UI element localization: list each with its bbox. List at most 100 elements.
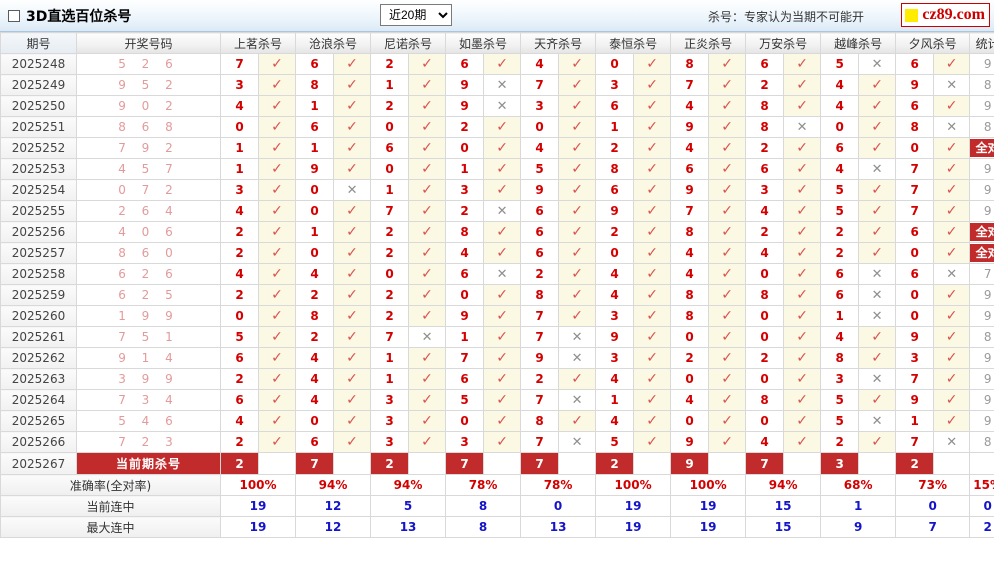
- cell-kill-number-5: 1: [595, 389, 635, 411]
- cell-kill-number-6: 0: [670, 410, 710, 432]
- cell-kill-number-2: 6: [370, 137, 410, 159]
- cell-result-7: ✓: [783, 74, 822, 96]
- cell-result-2: ✓: [408, 116, 447, 138]
- cell-kill-number-7: 4: [745, 242, 785, 264]
- cell-kill-number-9: 9: [895, 389, 935, 411]
- check-icon: ✓: [721, 98, 733, 114]
- site-logo[interactable]: cz89.com: [901, 3, 990, 27]
- cell-result-6: ✓: [708, 158, 747, 180]
- cell-result-0: ✓: [257, 221, 297, 243]
- period-select[interactable]: 近20期近30期近50期近100期: [380, 4, 452, 26]
- cell-issue[interactable]: 2025264: [0, 389, 77, 411]
- cell-current-blank-6: [708, 452, 747, 475]
- table-row: 2025260 1 9 9 0 ✓ 8 ✓ 2 ✓ 9 ✓ 7 ✓ 3 ✓ 8 ✓ 0 ✓ 1 ✕ 0 ✓ 9: [0, 305, 994, 327]
- cell-issue[interactable]: 2025263: [0, 368, 77, 390]
- check-icon: ✓: [871, 119, 883, 135]
- table-row: 2025248 5 2 6 7 ✓ 6 ✓ 2 ✓ 6 ✓ 4 ✓ 0 ✓ 8 ✓ 6 ✓ 5 ✕ 6 ✓ 9: [0, 53, 994, 75]
- cell-result-6: ✓: [708, 305, 747, 327]
- check-icon: ✓: [571, 98, 583, 114]
- cell-kill-number-1: 1: [295, 137, 335, 159]
- table-row: 2025251 8 6 8 0 ✓ 6 ✓ 0 ✓ 2 ✓ 0 ✓ 1 ✓ 9 ✓ 8 ✕ 0 ✓ 8 ✕ 8: [0, 116, 994, 138]
- killnumber-table: 期号 开奖号码 上茗杀号 沧浪杀号 尼诺杀号 如墨杀号 天齐杀号 泰恒杀号 正炎…: [0, 32, 994, 538]
- table-row: 2025249 9 5 2 3 ✓ 8 ✓ 1 ✓ 9 ✕ 7 ✓ 3 ✓ 7 ✓ 2 ✓ 4 ✓ 9 ✕ 8: [0, 74, 994, 96]
- cell-stat: 7: [969, 263, 994, 285]
- check-icon: ✓: [271, 287, 283, 303]
- check-icon: ✓: [796, 245, 808, 261]
- cell-issue[interactable]: 2025249: [0, 74, 77, 96]
- cell-issue[interactable]: 2025260: [0, 305, 77, 327]
- cell-current-blank-8: [858, 452, 897, 475]
- cell-issue[interactable]: 2025265: [0, 410, 77, 432]
- check-icon: ✓: [496, 371, 508, 387]
- check-icon: ✓: [346, 350, 358, 366]
- cell-result-5: ✓: [633, 53, 672, 75]
- cell-result-2: ✓: [408, 284, 447, 306]
- check-icon: ✓: [721, 77, 733, 93]
- cell-result-6: ✓: [708, 137, 747, 159]
- cell-issue[interactable]: 2025248: [0, 53, 77, 75]
- cell-kill-number-5: 1: [595, 116, 635, 138]
- cell-stat: 9: [969, 200, 994, 222]
- cell-kill-number-4: 7: [520, 326, 560, 348]
- period-select-wrapper[interactable]: 近20期近30期近50期近100期: [380, 4, 452, 26]
- cell-result-3: ✓: [483, 389, 522, 411]
- cell-kill-number-6: 0: [670, 326, 710, 348]
- cell-stat: 9: [969, 389, 994, 411]
- check-icon: ✓: [346, 140, 358, 156]
- cell-kill-number-0: 2: [220, 242, 259, 264]
- check-icon: ✓: [496, 224, 508, 240]
- check-icon: ✓: [646, 434, 658, 450]
- accuracy-row-value-8: 68%: [820, 474, 897, 496]
- cell-issue[interactable]: 2025256: [0, 221, 77, 243]
- current-streak-row: 当前连中 19 12 5 8 0 19 19 15 1 0 0: [0, 495, 994, 517]
- cell-kill-number-2: 7: [370, 200, 410, 222]
- check-icon: ✓: [871, 392, 883, 408]
- check-icon: ✓: [346, 266, 358, 282]
- cell-kill-number-7: 8: [745, 389, 785, 411]
- cell-kill-number-1: 4: [295, 368, 335, 390]
- cell-issue[interactable]: 2025253: [0, 158, 77, 180]
- cell-current-stat: [969, 452, 994, 475]
- cell-issue[interactable]: 2025251: [0, 116, 77, 138]
- cell-kill-number-2: 2: [370, 53, 410, 75]
- cell-kill-number-4: 7: [520, 389, 560, 411]
- cell-issue[interactable]: 2025266: [0, 431, 77, 453]
- cell-result-4: ✓: [558, 200, 597, 222]
- cell-kill-number-2: 0: [370, 116, 410, 138]
- cell-issue[interactable]: 2025257: [0, 242, 77, 264]
- cell-draw-number: 6 2 5: [76, 284, 221, 306]
- max-streak-row: 最大连中 19 12 13 8 13 19 19 15 9 7 2: [0, 516, 994, 538]
- check-icon: ✓: [871, 245, 883, 261]
- cell-kill-number-8: 4: [820, 74, 860, 96]
- current-streak-row-label: 当前连中: [0, 495, 221, 517]
- check-icon: ✓: [646, 98, 658, 114]
- cell-kill-number-9: 0: [895, 284, 935, 306]
- cell-result-1: ✓: [333, 326, 372, 348]
- cell-result-9: ✓: [933, 305, 971, 327]
- cell-result-5: ✓: [633, 242, 672, 264]
- cell-issue[interactable]: 2025259: [0, 284, 77, 306]
- cell-issue[interactable]: 2025252: [0, 137, 77, 159]
- cell-issue[interactable]: 2025258: [0, 263, 77, 285]
- check-icon: ✓: [496, 308, 508, 324]
- header-row: 期号 开奖号码 上茗杀号 沧浪杀号 尼诺杀号 如墨杀号 天齐杀号 泰恒杀号 正炎…: [0, 32, 994, 54]
- cell-result-5: ✓: [633, 116, 672, 138]
- cell-kill-number-4: 6: [520, 200, 560, 222]
- cell-issue[interactable]: 2025261: [0, 326, 77, 348]
- cell-kill-number-1: 2: [295, 284, 335, 306]
- cell-issue[interactable]: 2025250: [0, 95, 77, 117]
- check-icon: ✓: [646, 182, 658, 198]
- cell-kill-number-4: 9: [520, 179, 560, 201]
- cell-issue[interactable]: 2025262: [0, 347, 77, 369]
- cell-kill-number-1: 9: [295, 158, 335, 180]
- cell-issue[interactable]: 2025254: [0, 179, 77, 201]
- check-icon: ✓: [496, 161, 508, 177]
- cell-result-8: ✕: [858, 284, 897, 306]
- col-expert-3: 如墨杀号: [445, 32, 522, 54]
- cell-issue[interactable]: 2025255: [0, 200, 77, 222]
- cell-kill-number-9: 0: [895, 242, 935, 264]
- check-icon: ✓: [945, 140, 958, 156]
- cell-kill-number-7: 4: [745, 431, 785, 453]
- check-icon: ✓: [421, 98, 433, 114]
- select-all-checkbox[interactable]: [8, 9, 20, 22]
